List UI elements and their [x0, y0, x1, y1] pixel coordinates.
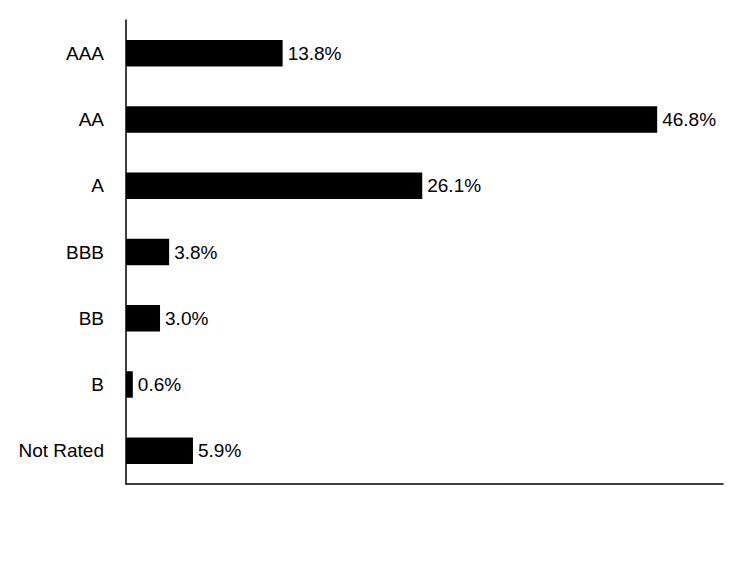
svg-text:13.8%: 13.8% — [288, 43, 342, 64]
svg-text:BB: BB — [79, 308, 104, 329]
svg-text:3.0%: 3.0% — [165, 308, 208, 329]
svg-text:3.8%: 3.8% — [174, 242, 217, 263]
svg-text:5.9%: 5.9% — [198, 440, 241, 461]
svg-text:0.6%: 0.6% — [138, 374, 181, 395]
svg-text:BBB: BBB — [66, 242, 104, 263]
svg-text:A: A — [91, 175, 104, 196]
svg-text:46.8%: 46.8% — [662, 109, 716, 130]
svg-text:B: B — [91, 374, 104, 395]
svg-text:AAA: AAA — [66, 43, 104, 64]
svg-text:26.1%: 26.1% — [427, 175, 481, 196]
svg-text:Not Rated: Not Rated — [18, 440, 104, 461]
svg-text:AA: AA — [79, 109, 105, 130]
